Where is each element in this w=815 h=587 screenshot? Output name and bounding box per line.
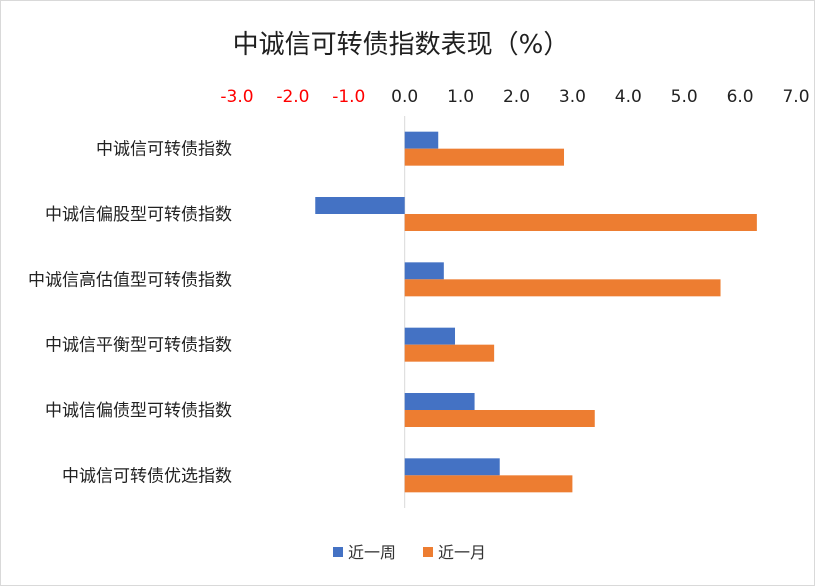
x-tick-label: 1.0 (447, 87, 474, 107)
bars (315, 131, 757, 493)
x-tick-label: 7.0 (782, 87, 809, 107)
x-tick-label: 5.0 (671, 87, 698, 107)
category-label: 中诚信可转债指数 (96, 140, 232, 160)
legend-label: 近一周 (348, 543, 396, 562)
bar-month (404, 279, 721, 297)
x-tick-label: -3.0 (220, 87, 253, 107)
x-tick-label: 6.0 (727, 87, 754, 107)
category-labels: 中诚信可转债指数中诚信偏股型可转债指数中诚信高估值型可转债指数中诚信平衡型可转债… (28, 140, 232, 487)
x-tick-label: 4.0 (615, 87, 642, 107)
category-label: 中诚信平衡型可转债指数 (45, 336, 232, 356)
bar-week (404, 327, 456, 345)
category-label: 中诚信偏债型可转债指数 (45, 401, 232, 421)
bar-week (315, 197, 405, 214)
bar-month (404, 475, 573, 493)
category-label: 中诚信可转债优选指数 (62, 466, 232, 486)
bar-month (404, 214, 757, 231)
bar-week (404, 262, 444, 280)
legend-label: 近一月 (438, 543, 486, 562)
bar-month (404, 148, 565, 166)
x-tick-label: 2.0 (503, 87, 530, 107)
legend-swatch (423, 547, 433, 557)
legend: 近一周 近一月 (333, 543, 486, 562)
x-tick-label: 3.0 (559, 87, 586, 107)
legend-swatch (333, 547, 343, 557)
category-label: 中诚信偏股型可转债指数 (45, 205, 232, 225)
chart-title: 中诚信可转债指数表现（%） (233, 30, 570, 60)
category-label: 中诚信高估值型可转债指数 (28, 270, 232, 290)
bar-week (404, 458, 500, 476)
bar-month (404, 410, 595, 427)
x-tick-label: 0.0 (391, 87, 418, 107)
bar-month (404, 344, 495, 362)
bar-week (404, 393, 475, 410)
x-tick-label: -1.0 (332, 87, 365, 107)
x-tick-label: -2.0 (276, 87, 309, 107)
x-axis-ticks: -3.0 -2.0 -1.0 0.0 1.0 2.0 3.0 4.0 5.0 6.0 7.0 (220, 87, 809, 107)
bar-week (404, 131, 439, 149)
